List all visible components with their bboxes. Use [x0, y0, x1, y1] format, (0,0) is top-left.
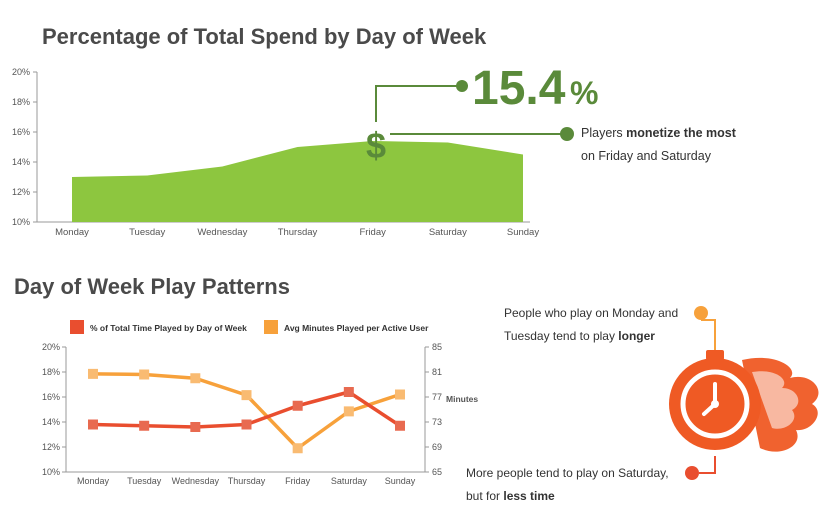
- callout-bottom-line2: but for less time: [466, 489, 555, 503]
- spend-x-tick-label: Saturday: [429, 227, 467, 238]
- callout-bottom-connector: [699, 456, 716, 474]
- callout-top: People who play on Monday and Tuesday te…: [504, 306, 716, 354]
- series-point-time: [292, 400, 303, 411]
- play-y-tick-label-right: 81: [432, 367, 442, 377]
- spend-x-tick-label: Thursday: [278, 227, 318, 238]
- series-point-time: [139, 420, 150, 431]
- spend-note-bold: monetize the most: [626, 126, 737, 140]
- callout-bottom: More people tend to play on Saturday, bu…: [466, 456, 716, 503]
- spend-y-tick-label: 12%: [12, 187, 30, 197]
- play-y-tick-label-right: 77: [432, 392, 442, 402]
- series-point-minutes: [395, 389, 405, 400]
- dollar-sign-icon: $: [366, 125, 386, 166]
- series-point-minutes: [190, 373, 201, 384]
- series-point-time: [343, 387, 354, 397]
- spend-x-tick-label: Friday: [359, 227, 386, 238]
- spend-x-tick-label: Wednesday: [197, 227, 247, 238]
- legend-label-minutes: Avg Minutes Played per Active User: [284, 323, 429, 333]
- callout-top-line1: People who play on Monday and: [504, 306, 678, 320]
- callout-bottom-line1: More people tend to play on Saturday,: [466, 466, 669, 480]
- play-x-tick-label: Monday: [77, 476, 110, 486]
- highlight-dot-top: [456, 80, 468, 92]
- highlight-value: 15.4: [472, 62, 566, 115]
- play-y-tick-label-right: 69: [432, 442, 442, 452]
- play-y-tick-label-right: 85: [432, 342, 442, 352]
- series-point-time: [395, 420, 405, 431]
- series-point-time: [88, 419, 98, 430]
- series-point-minutes: [292, 443, 303, 454]
- series-point-minutes: [343, 406, 354, 417]
- play-y-tick-label-left: 12%: [42, 442, 60, 452]
- callout-bottom-bold: less time: [503, 489, 555, 503]
- play-series: [88, 368, 405, 454]
- series-point-minutes: [139, 369, 150, 380]
- callout-top-line2: Tuesday tend to play longer: [504, 329, 655, 343]
- play-y-tick-label-left: 20%: [42, 342, 60, 352]
- play-x-tick-label: Sunday: [385, 476, 416, 486]
- callout-top-bold: longer: [618, 329, 655, 343]
- spend-note-line1: Players monetize the most: [581, 126, 737, 140]
- spend-y-tick-label: 16%: [12, 127, 30, 137]
- spend-area: [72, 141, 523, 222]
- legend-label-time: % of Total Time Played by Day of Week: [90, 323, 247, 333]
- play-y-tick-label-left: 16%: [42, 392, 60, 402]
- stopwatch-face: [680, 369, 750, 439]
- play-y-ticks-right: 85 81 77 73 69 65: [425, 342, 442, 477]
- play-x-tick-label: Tuesday: [127, 476, 162, 486]
- spend-chart: Percentage of Total Spend by Day of Week…: [12, 24, 737, 238]
- spend-x-ticks: Monday Tuesday Wednesday Thursday Friday Satu…: [55, 227, 539, 238]
- spend-y-ticks: 20% 18% 16% 14% 12% 10%: [12, 67, 37, 227]
- callout-top-connector: [701, 319, 716, 354]
- play-y-label-right: Minutes: [446, 394, 478, 404]
- series-point-minutes: [88, 368, 98, 379]
- play-y-tick-label-left: 18%: [42, 367, 60, 377]
- stopwatch-crown: [706, 350, 724, 360]
- series-point-time: [241, 419, 252, 430]
- highlight-dot-right: [560, 127, 574, 141]
- play-y-tick-label-left: 14%: [42, 417, 60, 427]
- play-chart: Day of Week Play Patterns % of Total Tim…: [14, 274, 819, 503]
- spend-chart-title: Percentage of Total Spend by Day of Week: [42, 24, 487, 49]
- play-chart-title: Day of Week Play Patterns: [14, 274, 290, 299]
- series-point-minutes: [241, 390, 252, 401]
- flame-inner: [752, 371, 799, 429]
- series-line-minutes: [92, 372, 401, 450]
- play-x-tick-label: Wednesday: [172, 476, 220, 486]
- callout-bottom-dot: [685, 466, 699, 480]
- highlight-connector-top: [375, 85, 462, 122]
- stopwatch-pivot: [711, 400, 719, 408]
- series-point-time: [190, 422, 201, 432]
- play-x-tick-label: Saturday: [331, 476, 368, 486]
- spend-x-tick-label: Monday: [55, 227, 89, 238]
- callout-top-dot: [694, 306, 708, 320]
- callout-top-prefix: Tuesday tend to play: [504, 329, 618, 343]
- spend-x-tick-label: Tuesday: [129, 227, 165, 238]
- play-x-tick-label: Thursday: [228, 476, 266, 486]
- spend-y-tick-label: 20%: [12, 67, 30, 77]
- play-legend: % of Total Time Played by Day of Week Av…: [70, 320, 429, 334]
- play-x-ticks: Monday Tuesday Wednesday Thursday Friday Satu…: [77, 476, 416, 486]
- stopwatch-flame-icon: [669, 350, 819, 452]
- play-x-tick-label: Friday: [285, 476, 311, 486]
- spend-y-tick-label: 18%: [12, 97, 30, 107]
- spend-y-tick-label: 14%: [12, 157, 30, 167]
- play-y-tick-label-right: 65: [432, 467, 442, 477]
- legend-swatch-time: [70, 320, 84, 334]
- spend-x-tick-label: Sunday: [507, 227, 539, 238]
- spend-note-line2: on Friday and Saturday: [581, 149, 712, 163]
- play-y-ticks-left: 20% 18% 16% 14% 12% 10%: [42, 342, 66, 477]
- play-y-tick-label-right: 73: [432, 417, 442, 427]
- spend-note-prefix: Players: [581, 126, 626, 140]
- spend-y-tick-label: 10%: [12, 217, 30, 227]
- play-y-tick-label-left: 10%: [42, 467, 60, 477]
- legend-swatch-minutes: [264, 320, 278, 334]
- spend-highlight: 15.4 % $ Players monetize the most on Fr…: [366, 62, 737, 166]
- highlight-unit: %: [570, 75, 598, 111]
- callout-bottom-prefix: but for: [466, 489, 503, 503]
